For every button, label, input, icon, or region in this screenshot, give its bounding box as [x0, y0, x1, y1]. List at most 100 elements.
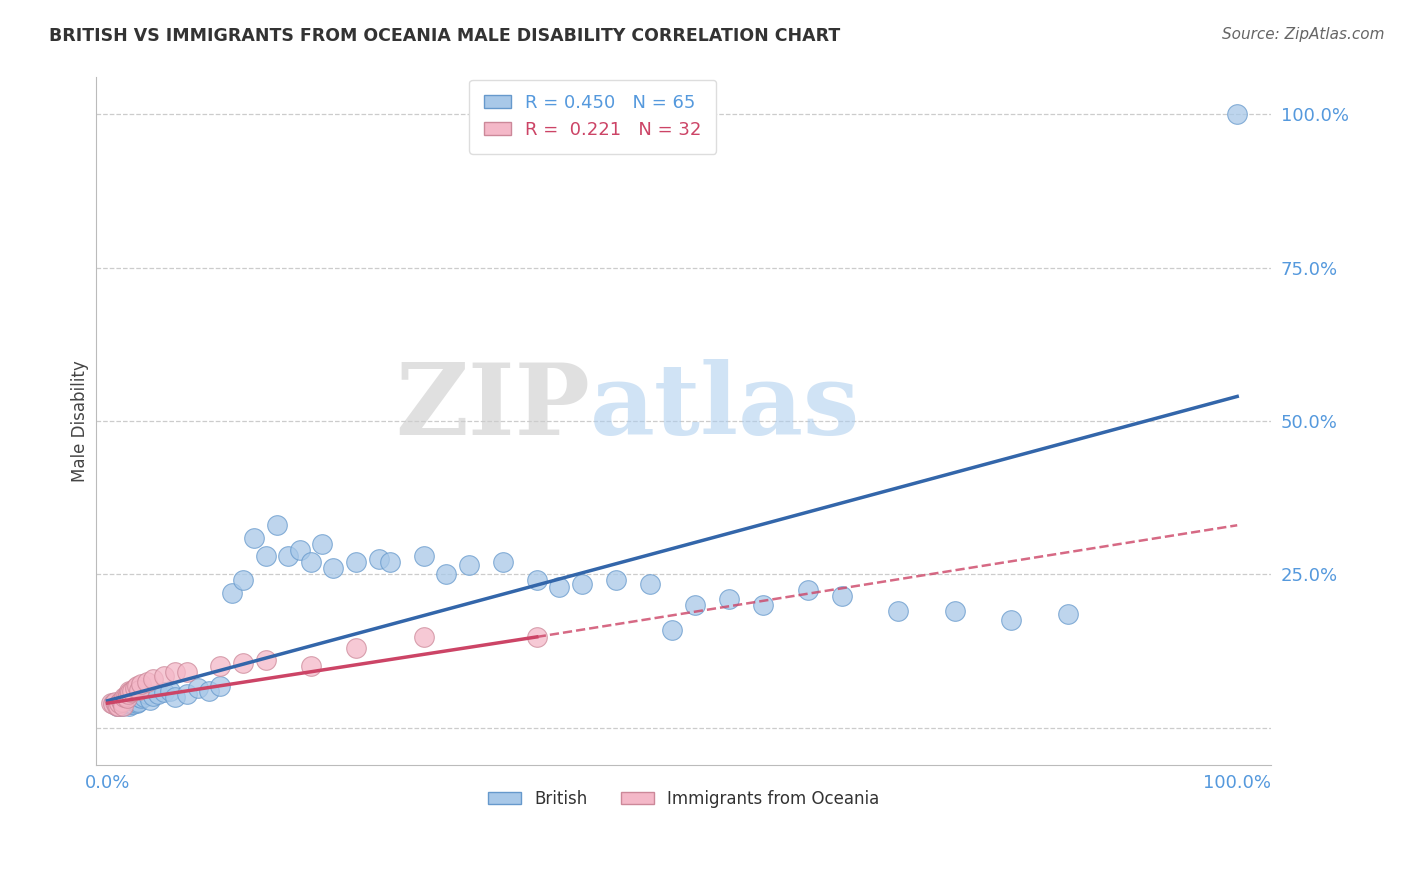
Point — [112, 690, 135, 704]
Point — [139, 693, 162, 707]
Point — [571, 576, 593, 591]
Point — [127, 695, 149, 709]
Point — [176, 665, 198, 680]
Point — [120, 696, 142, 710]
Point — [128, 690, 150, 704]
Point — [125, 679, 148, 693]
Text: ZIP: ZIP — [395, 359, 589, 456]
Point — [107, 699, 129, 714]
Point — [526, 630, 548, 644]
Point — [322, 561, 344, 575]
Point — [526, 574, 548, 588]
Point — [132, 690, 155, 704]
Point — [121, 684, 143, 698]
Point — [124, 695, 146, 709]
Point — [142, 689, 165, 703]
Point — [120, 698, 142, 712]
Point — [187, 681, 209, 695]
Point — [412, 549, 434, 563]
Point — [112, 693, 135, 707]
Point — [122, 698, 145, 712]
Point — [176, 687, 198, 701]
Point — [118, 698, 141, 713]
Point — [125, 696, 148, 710]
Point — [153, 685, 176, 699]
Point — [107, 696, 129, 710]
Point — [1000, 613, 1022, 627]
Point — [114, 698, 136, 712]
Point — [165, 690, 187, 704]
Point — [112, 698, 135, 713]
Point — [131, 676, 153, 690]
Point — [344, 555, 367, 569]
Point — [299, 555, 322, 569]
Point — [288, 542, 311, 557]
Point — [117, 687, 139, 701]
Point — [434, 567, 457, 582]
Point — [797, 582, 820, 597]
Point — [548, 580, 571, 594]
Point — [638, 576, 661, 591]
Point — [254, 653, 277, 667]
Legend: British, Immigrants from Oceania: British, Immigrants from Oceania — [481, 783, 886, 814]
Point — [100, 696, 122, 710]
Point — [110, 694, 132, 708]
Point — [136, 687, 159, 701]
Point — [1226, 107, 1249, 121]
Point — [683, 598, 706, 612]
Point — [153, 668, 176, 682]
Point — [943, 604, 966, 618]
Point — [198, 684, 221, 698]
Point — [232, 657, 254, 671]
Point — [209, 659, 232, 673]
Text: Source: ZipAtlas.com: Source: ZipAtlas.com — [1222, 27, 1385, 42]
Text: BRITISH VS IMMIGRANTS FROM OCEANIA MALE DISABILITY CORRELATION CHART: BRITISH VS IMMIGRANTS FROM OCEANIA MALE … — [49, 27, 841, 45]
Point — [458, 558, 481, 573]
Point — [117, 695, 139, 709]
Point — [128, 682, 150, 697]
Point — [717, 591, 740, 606]
Point — [114, 689, 136, 703]
Point — [661, 623, 683, 637]
Point — [209, 679, 232, 693]
Point — [148, 687, 170, 701]
Point — [142, 672, 165, 686]
Point — [105, 699, 128, 714]
Point — [110, 695, 132, 709]
Point — [107, 698, 129, 712]
Point — [367, 552, 389, 566]
Point — [412, 630, 434, 644]
Point — [299, 659, 322, 673]
Point — [105, 698, 128, 713]
Point — [887, 604, 910, 618]
Point — [1056, 607, 1078, 622]
Point — [243, 531, 266, 545]
Point — [492, 555, 515, 569]
Point — [266, 518, 288, 533]
Point — [605, 574, 627, 588]
Point — [120, 685, 142, 699]
Point — [831, 589, 853, 603]
Y-axis label: Male Disability: Male Disability — [72, 360, 89, 482]
Point — [344, 640, 367, 655]
Point — [104, 695, 127, 709]
Point — [111, 695, 134, 709]
Text: atlas: atlas — [589, 359, 860, 456]
Point — [124, 681, 146, 695]
Point — [115, 691, 138, 706]
Point — [136, 674, 159, 689]
Point — [277, 549, 299, 563]
Point — [121, 694, 143, 708]
Point — [115, 696, 138, 710]
Point — [101, 696, 124, 710]
Point — [254, 549, 277, 563]
Point — [101, 698, 124, 712]
Point — [118, 684, 141, 698]
Point — [165, 665, 187, 680]
Point — [125, 693, 148, 707]
Point — [232, 574, 254, 588]
Point — [311, 536, 333, 550]
Point — [159, 684, 181, 698]
Point — [751, 598, 773, 612]
Point — [131, 691, 153, 706]
